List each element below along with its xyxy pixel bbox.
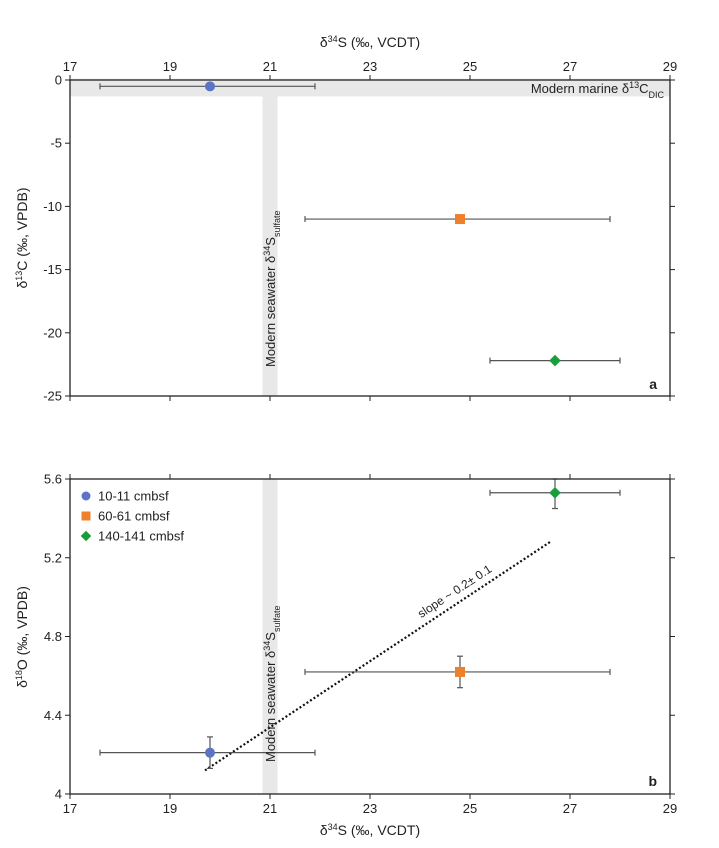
x-tick-label: 23 (363, 801, 377, 816)
x-tick-label: 27 (563, 59, 577, 74)
x-tick-label: 27 (563, 801, 577, 816)
data-point-140-141-cmbsf (489, 354, 621, 367)
legend-label: 140-141 cmbsf (98, 529, 184, 544)
panel-b-x-axis-title: δ34S (‰, VCDT) (320, 822, 420, 838)
x-tick-label: 25 (463, 801, 477, 816)
panel-b-band-vertical (262, 479, 278, 794)
panel-a-frame (69, 79, 671, 397)
y-tick-label: -25 (43, 389, 62, 404)
legend-entry: 140-141 cmbsf (80, 529, 184, 544)
x-tick-label: 17 (63, 801, 77, 816)
circle-marker (81, 491, 91, 501)
panel-b-bands (262, 479, 278, 794)
circle-marker (205, 747, 215, 758)
y-tick-label: -20 (43, 325, 62, 340)
panel-a-x-axis-title: δ34S (‰, VCDT) (320, 34, 420, 50)
legend-label: 60-61 cmbsf (98, 509, 170, 524)
panel-a-points (99, 81, 621, 367)
legend-label: 10-11 cmbsf (98, 489, 169, 504)
panel-a-ticks: 17 19 21 23 25 27 29 0 -5 -10 -15 -20 -25 (43, 59, 677, 404)
y-tick-label: -15 (43, 262, 62, 277)
data-point-140-141-cmbsf (489, 478, 621, 510)
diamond-marker (80, 530, 92, 542)
y-tick-label: 4 (55, 787, 62, 802)
data-point-10-11-cmbsf (99, 736, 316, 770)
panel-b-slope-label: slope ~ 0.2± 0.1 (415, 562, 494, 621)
x-tick-label: 23 (363, 59, 377, 74)
y-tick-label: 5.2 (44, 550, 62, 565)
panel-a-y-axis-title: δ13C (‰, VPDB) (14, 187, 30, 288)
square-marker (455, 666, 465, 677)
legend-entry: 60-61 cmbsf (81, 509, 170, 524)
panel-b-frame (69, 478, 671, 795)
panel-a-band-horizontal (70, 78, 670, 97)
square-marker (455, 214, 465, 225)
y-tick-label: 4.4 (44, 708, 62, 723)
panel-b-y-axis-title: δ18O (‰, VPDB) (14, 586, 30, 688)
y-tick-label: -5 (50, 136, 62, 151)
panel-b-regression (204, 541, 551, 772)
y-tick-label: 5.6 (44, 472, 62, 487)
x-tick-label: 25 (463, 59, 477, 74)
x-tick-label: 29 (663, 59, 677, 74)
panel-a-letter: a (649, 376, 657, 392)
regression-line (204, 541, 551, 772)
panel-a: 17 19 21 23 25 27 29 0 -5 -10 -15 -20 -25 δ34S (‰, V… (14, 34, 677, 404)
panel-a-bands (70, 78, 670, 396)
data-point-10-11-cmbsf (99, 81, 316, 92)
x-tick-label: 21 (263, 59, 277, 74)
y-tick-label: -10 (43, 199, 62, 214)
data-point-60-61-cmbsf (304, 214, 611, 225)
x-tick-label: 29 (663, 801, 677, 816)
legend-entry: 10-11 cmbsf (81, 489, 169, 504)
data-point-60-61-cmbsf (304, 655, 611, 689)
x-tick-label: 19 (163, 801, 177, 816)
panel-b: 17 19 21 23 25 27 29 4 4.4 4.8 5.2 5.6 δ34S (‰, VCD… (14, 472, 677, 839)
panel-b-letter: b (648, 773, 657, 789)
y-tick-label: 0 (55, 73, 62, 88)
panel-b-legend: 10-11 cmbsf 60-61 cmbsf 140-141 cmbsf (80, 489, 184, 544)
x-tick-label: 19 (163, 59, 177, 74)
y-tick-label: 4.8 (44, 629, 62, 644)
panel-a-marine-dic-band-label: Modern marine δ13CDIC (531, 80, 665, 100)
panel-a-band-vertical (262, 80, 278, 396)
square-marker (81, 511, 91, 521)
panel-b-points (99, 478, 621, 770)
circle-marker (205, 81, 215, 92)
panel-b-ticks: 17 19 21 23 25 27 29 4 4.4 4.8 5.2 5.6 (44, 472, 677, 817)
x-tick-label: 21 (263, 801, 277, 816)
diamond-marker (549, 354, 561, 367)
x-tick-label: 17 (63, 59, 77, 74)
diamond-marker (549, 486, 561, 499)
